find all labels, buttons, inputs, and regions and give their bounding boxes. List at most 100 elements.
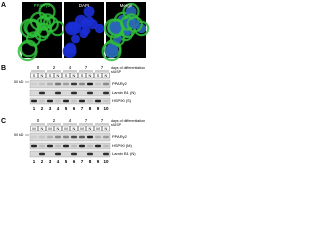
marker-label: 50 kD <box>14 80 24 84</box>
nucleus <box>81 18 90 28</box>
lane-number: 1 <box>33 159 36 164</box>
treatment-caption: siUSP <box>111 123 122 127</box>
fraction-box <box>70 125 78 132</box>
blot-label: PPARγ2 <box>112 134 128 139</box>
blot <box>29 79 111 89</box>
lane-number: 2 <box>41 159 44 164</box>
lane-number: 3 <box>49 106 52 111</box>
day-label: 7 <box>101 65 104 70</box>
treatment-caption: siUSP <box>111 70 122 74</box>
band <box>39 82 45 86</box>
band <box>47 82 53 86</box>
band <box>79 99 85 103</box>
fraction-box <box>94 125 102 132</box>
nucleus <box>83 6 95 18</box>
blot <box>29 89 111 97</box>
fraction-box <box>54 125 62 132</box>
day-label: 2 <box>53 118 56 123</box>
fraction-box <box>78 125 86 132</box>
band <box>55 152 61 156</box>
band <box>95 135 101 139</box>
band <box>71 135 77 139</box>
band <box>55 99 61 103</box>
lane-number: 7 <box>81 106 84 111</box>
band <box>55 135 61 139</box>
lane-number: 4 <box>57 159 60 164</box>
cell <box>17 41 38 62</box>
lane-number: 6 <box>73 159 76 164</box>
nucleus <box>62 44 77 59</box>
blot-label: PPARγ2 <box>112 81 128 86</box>
fraction-box <box>78 72 86 79</box>
lane-number: 7 <box>81 159 84 164</box>
fraction-box <box>86 72 94 79</box>
nucleus <box>129 19 140 30</box>
fraction-box <box>94 72 102 79</box>
fraction-label: M <box>96 126 99 131</box>
band <box>87 91 93 95</box>
fraction-box <box>102 72 110 79</box>
band <box>63 99 69 103</box>
band <box>63 144 69 148</box>
blot <box>29 132 111 142</box>
fraction-label: S <box>65 73 68 78</box>
fraction-label: M <box>32 126 35 131</box>
day-label: 0 <box>37 118 40 123</box>
panel-label: C <box>1 118 6 125</box>
lane-number: 9 <box>97 159 100 164</box>
fraction-label: N <box>57 73 60 78</box>
fraction-label: N <box>105 73 108 78</box>
band <box>87 82 93 86</box>
band <box>31 99 37 103</box>
image-label: PPARγ2 <box>34 3 51 8</box>
lane-number: 10 <box>103 159 109 164</box>
band <box>95 144 101 148</box>
marker-label: 50 kD <box>14 133 24 137</box>
fraction-label: N <box>57 126 60 131</box>
blot-label: Lamin B1 (N) <box>112 151 136 156</box>
days-caption: days of differentiation <box>111 66 145 70</box>
fraction-label: S <box>33 73 36 78</box>
fraction-label: N <box>41 73 44 78</box>
blot <box>29 142 111 150</box>
band <box>39 152 45 156</box>
fraction-box <box>30 125 38 132</box>
band <box>71 82 77 86</box>
lane-number: 5 <box>65 159 68 164</box>
blot-label: Lamin B1 (N) <box>112 90 136 95</box>
nucleus <box>110 21 122 33</box>
nucleus <box>71 34 80 44</box>
blot <box>29 97 111 105</box>
fraction-box <box>46 125 54 132</box>
band <box>47 99 53 103</box>
panel-label: B <box>1 65 6 72</box>
band <box>31 82 37 86</box>
lane-number: 6 <box>73 106 76 111</box>
fraction-box <box>70 72 78 79</box>
band <box>71 152 77 156</box>
fraction-box <box>46 72 54 79</box>
fraction-label: N <box>89 73 92 78</box>
band <box>55 82 61 86</box>
lane-number: 3 <box>49 159 52 164</box>
day-label: 7 <box>101 118 104 123</box>
band <box>103 82 109 86</box>
band <box>39 99 45 103</box>
band <box>39 144 45 148</box>
band <box>63 82 69 86</box>
image-label: Merge <box>120 3 133 8</box>
fraction-box <box>30 72 38 79</box>
cell <box>126 16 143 33</box>
band <box>47 144 53 148</box>
fraction-label: N <box>73 126 76 131</box>
fraction-label: S <box>81 73 84 78</box>
lane-number: 5 <box>65 106 68 111</box>
fraction-box <box>86 125 94 132</box>
lane-number: 4 <box>57 106 60 111</box>
lane-number: 2 <box>41 106 44 111</box>
blot-label: HSP90 (S) <box>112 98 132 103</box>
fraction-box <box>54 72 62 79</box>
day-label: 0 <box>37 65 40 70</box>
day-label: 7 <box>85 118 88 123</box>
band <box>79 135 85 139</box>
